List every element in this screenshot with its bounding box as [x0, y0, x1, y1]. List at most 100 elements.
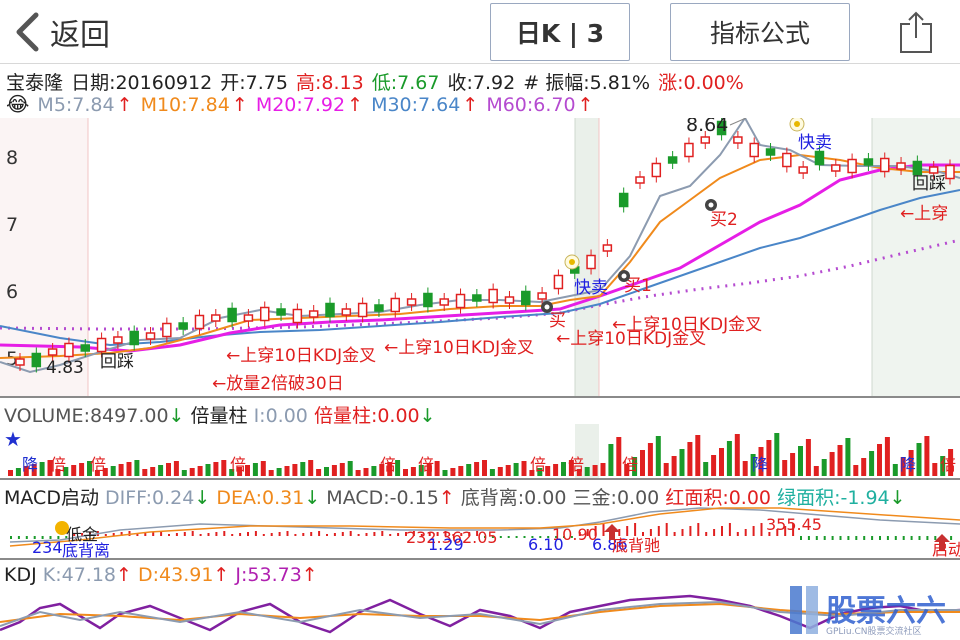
volume-markers: 倍倍倍倍倍倍倍倍倍降降降: [22, 455, 956, 474]
bei-marker: 倍: [530, 455, 546, 474]
spark-icon: [618, 270, 630, 282]
macd-label-dijin: 低金: [66, 525, 98, 544]
macd-bar: [41, 536, 44, 539]
chevron-left-icon: [16, 12, 39, 52]
volume-bar: [640, 450, 645, 476]
volume-bar: [102, 468, 108, 476]
signal-mai-1: 买1: [624, 276, 652, 296]
volume-bar: [395, 460, 401, 476]
candle-body: [47, 348, 58, 356]
macd-bar: [397, 533, 400, 536]
jiang-marker: 降: [900, 455, 916, 474]
ma20-value: M20:7.92: [255, 94, 346, 116]
candlestick-chart[interactable]: 8 7 6 5 8.64 4.83 回踩 回踩 快卖 快卖 买1 买2 买 ←上…: [0, 118, 960, 396]
volume-bar: [869, 451, 875, 476]
indicator-formula-button[interactable]: 指标公式: [670, 3, 850, 61]
volume-bar: [671, 456, 677, 476]
volume-bar: [252, 463, 258, 476]
macd-bar: [310, 532, 313, 536]
annotation-kdj-3: ←上穿10日KDJ金叉: [556, 329, 706, 349]
macd-bar: [539, 536, 542, 538]
volume-bar: [324, 467, 329, 476]
macd-label-5: 6.10: [528, 535, 564, 554]
volume-bar: [339, 463, 345, 476]
macd-hong: 红面积:0.00: [665, 487, 772, 509]
candle-body: [896, 162, 906, 170]
candle-body: [912, 160, 923, 176]
volume-bar: [197, 466, 203, 476]
candle-body: [700, 136, 711, 144]
volume-bar: [94, 470, 100, 476]
volume-bar: [142, 469, 148, 476]
volume-bar: [489, 469, 495, 476]
macd-bar: [120, 532, 123, 536]
macd-bar: [112, 533, 115, 536]
macd-bar: [886, 536, 889, 540]
volume-bar: [624, 464, 630, 476]
macd-bar: [484, 536, 486, 538]
volume-bar: [576, 469, 582, 476]
volume-bar: [158, 465, 164, 476]
volume-bar: [466, 464, 472, 476]
candle-body: [765, 148, 776, 156]
volume-bar: [908, 450, 914, 476]
macd-bar: [452, 534, 455, 536]
ma10-value: M10:7.84: [140, 94, 230, 116]
macd-bar: [270, 533, 273, 536]
macd-label-7: 355.45: [766, 515, 822, 534]
spark-icon: [705, 199, 717, 211]
candle-body: [178, 322, 188, 330]
volume-bar: [853, 465, 859, 476]
macd-bar: [894, 536, 897, 540]
volume-bar: [237, 467, 243, 476]
volume-bar: [260, 461, 266, 476]
candle-body: [15, 358, 25, 366]
volume-legend: VOLUME:8497.00↓ 倍量柱 I:0.00 倍量柱:0.00↓: [4, 405, 436, 427]
volume-bars: [8, 433, 954, 476]
kline-period-button[interactable]: 日K | 3: [490, 3, 630, 61]
quote-change: 涨:0.00%: [658, 72, 744, 94]
kdj-chart[interactable]: 股票六六 GPLiu.CN股票交流社区: [0, 586, 960, 640]
volume-bar: [750, 454, 756, 476]
volume-bar: [213, 462, 219, 476]
volume-chart[interactable]: ★ 倍倍倍倍倍倍倍倍倍降降降: [0, 424, 960, 478]
bei-marker: 倍: [568, 455, 584, 474]
macd-bar: [65, 536, 68, 539]
macd-bar: [144, 533, 147, 536]
candle-body: [113, 336, 123, 344]
volume-bar: [87, 461, 92, 476]
volume-bar: [679, 449, 685, 476]
volume-bar: [173, 461, 179, 476]
kdj-legend: KDJ K:47.18↑ D:43.91↑ J:53.73↑: [4, 564, 318, 586]
candle-group: [15, 118, 955, 373]
macd-bar: [476, 531, 479, 536]
back-button[interactable]: 返回: [14, 10, 110, 54]
macd-bar: [879, 536, 881, 540]
divider: [0, 478, 960, 480]
jiang-marker: 降: [752, 455, 768, 474]
volume-bar: [458, 466, 464, 476]
macd-bar: [128, 531, 131, 536]
macd-label-6: 6.86: [592, 535, 628, 554]
top-navigation-bar: 返回 日K | 3 指标公式: [0, 0, 960, 64]
volume-bar: [790, 453, 796, 476]
volume-bar: [363, 468, 369, 476]
quote-close: 收:7.92: [447, 72, 516, 94]
signal-mai-2: 买2: [710, 210, 738, 230]
candle-body: [553, 274, 564, 290]
macd-bar: [807, 536, 810, 540]
candle-body: [162, 322, 172, 338]
volume-bar: [774, 433, 780, 476]
macd-bar: [768, 532, 771, 536]
volume-bar: [126, 462, 132, 476]
share-icon[interactable]: [896, 10, 936, 54]
volume-bar: [434, 461, 440, 476]
bei-marker: 倍: [380, 455, 396, 474]
macd-bar: [618, 529, 621, 536]
macd-chart[interactable]: 234 低金 底背离 232.362.05 1.29 10.90 6.10 6.…: [0, 506, 960, 558]
quote-amplitude: # 振幅:5.81%: [523, 72, 651, 94]
volume-bar: [347, 461, 353, 476]
macd-bar: [649, 529, 652, 536]
ma20-line: [0, 163, 960, 353]
macd-bar: [81, 533, 84, 536]
